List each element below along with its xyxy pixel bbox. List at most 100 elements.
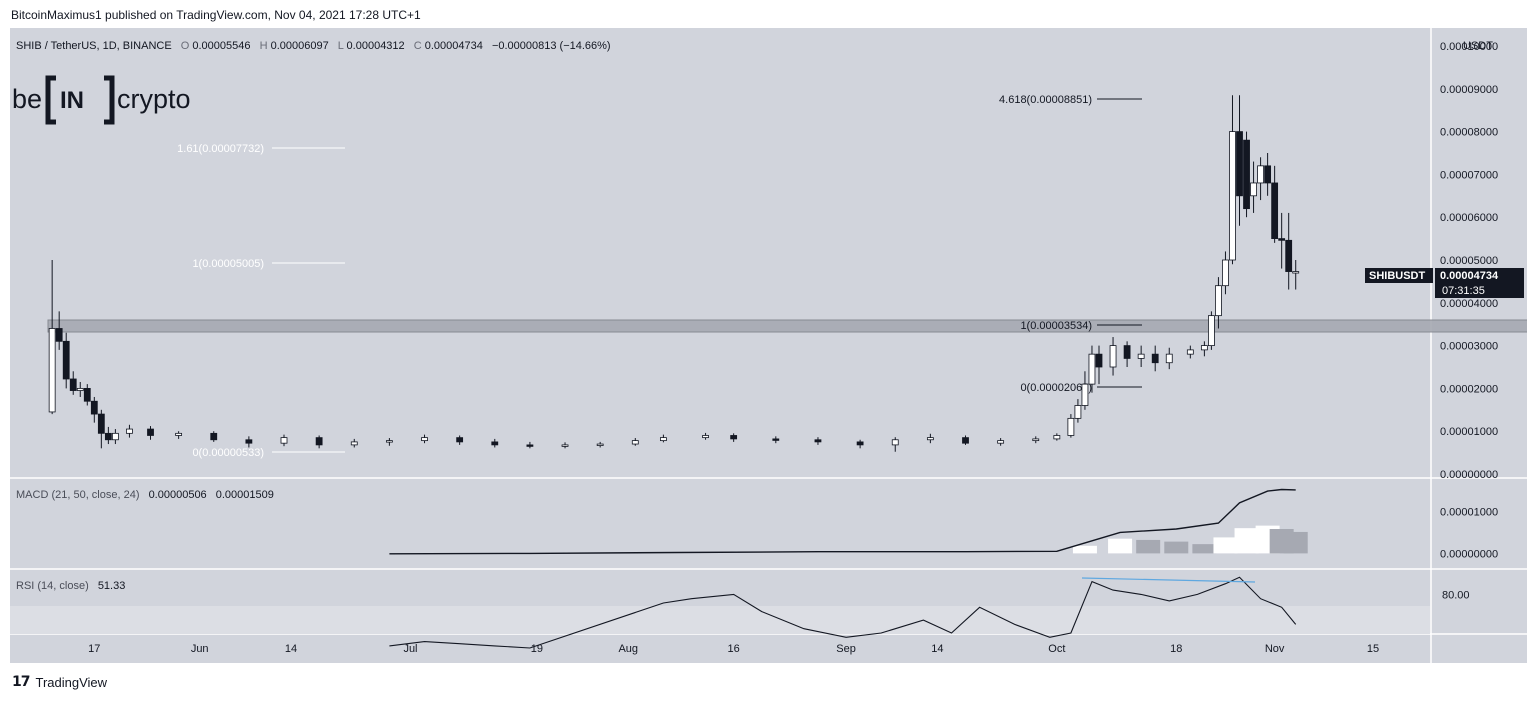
candle-up [280, 437, 288, 444]
time-tick: Sep [836, 643, 856, 655]
resistance-zone [47, 319, 1527, 333]
candle-up [1109, 345, 1117, 368]
macd-histogram [1072, 525, 1308, 554]
macd-value-1: 0.00000506 [149, 489, 207, 501]
candle-up [596, 443, 604, 446]
fib-label-0-oct: 0(0.00002065) [1020, 382, 1092, 394]
candle-down [83, 387, 91, 402]
candle-up [1208, 315, 1215, 347]
candle-up [561, 444, 569, 447]
last-price-countdown: 07:31:35 [1442, 285, 1485, 297]
time-axis[interactable]: 17 Jun 14 Jul 19 Aug 16 Sep 14 Oct 18 Nov 15 [88, 643, 1379, 655]
change-value: −0.00000813 (−14.66%) [492, 40, 611, 52]
svg-text:SHIB / TetherUS, 1D, BINANCE: SHIB / TetherUS, 1D, BINANCE O 0.0000554… [16, 40, 611, 52]
price-tick: 0.00006000 [1440, 212, 1498, 224]
candle-down [1278, 238, 1286, 241]
candle-down [456, 437, 464, 443]
candle-up [1250, 182, 1257, 197]
candle-up [126, 428, 133, 434]
fib-level-1-upper[interactable]: 1(0.00005005) [192, 258, 345, 270]
macd-tick: 0.00001000 [1440, 506, 1498, 518]
macd-tick: 0.00000000 [1440, 548, 1498, 560]
candle-down [491, 441, 499, 446]
high-label: H [260, 40, 268, 52]
chart-canvas[interactable]: 1.61(0.00007732) 1(0.00005005) 0(0.00000… [10, 28, 1527, 663]
candle-down [315, 437, 323, 446]
candle-down [90, 400, 98, 415]
price-tick: 0.00003000 [1440, 341, 1498, 353]
candle-up [1137, 353, 1145, 359]
fib-label-1-oct: 1(0.00003534) [1020, 320, 1092, 332]
fib-level-4618[interactable]: 4.618(0.00008851) [999, 94, 1142, 106]
candle-down [147, 428, 154, 436]
candle-up [385, 440, 393, 443]
candle-up [111, 432, 119, 441]
time-tick: 19 [531, 643, 543, 655]
candle-down [69, 378, 77, 391]
time-tick: Aug [618, 643, 638, 655]
open-value: 0.00005546 [192, 40, 250, 52]
rsi-band [10, 606, 1430, 634]
price-tick: 0.00002000 [1440, 383, 1498, 395]
macd-scale-ticks: 0.00001000 0.00000000 [1440, 506, 1498, 560]
fib-label-4618: 4.618(0.00008851) [999, 94, 1092, 106]
candle-down [1151, 353, 1159, 364]
fib-label-0-lower: 0(0.00000533) [192, 447, 264, 459]
candle-down [97, 413, 105, 434]
time-tick: 17 [88, 643, 100, 655]
macd-line [389, 488, 1296, 555]
symbol-name: SHIB / TetherUS, 1D, BINANCE [16, 40, 172, 52]
candle-up [891, 439, 899, 446]
candle-up [350, 441, 358, 446]
logo-bracket-right [104, 75, 115, 125]
fib-level-0-lower[interactable]: 0(0.00000533) [192, 447, 345, 459]
candle-up [1032, 438, 1040, 442]
price-tick: 0.00005000 [1440, 255, 1498, 267]
candle-up [1088, 353, 1096, 385]
candle-down [1285, 239, 1293, 272]
candle-down [730, 435, 738, 440]
fib-level-161[interactable]: 1.61(0.00007732) [177, 143, 345, 155]
beincrypto-logo: be IN crypto [12, 75, 191, 125]
fib-level-0-oct[interactable]: 0(0.00002065) [1020, 382, 1142, 394]
tradingview-brand[interactable]: 17 TradingView [12, 674, 107, 690]
time-tick: Oct [1048, 643, 1065, 655]
close-label: C [414, 40, 422, 52]
fib-level-1-oct[interactable]: 1(0.00003534) [1020, 320, 1142, 332]
candle-up [175, 432, 183, 436]
candle-up [1053, 435, 1061, 440]
candle-down [814, 439, 822, 443]
tradingview-logo-icon: 17 [12, 674, 31, 690]
macd-histogram-bar [1072, 545, 1097, 554]
macd-histogram-bar [1234, 528, 1259, 554]
candle-up [1257, 165, 1264, 184]
time-tick: 18 [1170, 643, 1182, 655]
candle-up [1292, 271, 1300, 274]
candle-down [856, 441, 864, 446]
high-value: 0.00006097 [271, 40, 329, 52]
price-scale-ticks[interactable]: 0.00010000 0.00009000 0.00008000 0.00007000… [1440, 41, 1498, 481]
logo-text-in: IN [60, 87, 84, 114]
logo-text-crypto: crypto [117, 84, 191, 114]
rsi-legend: RSI (14, close) 51.33 [16, 580, 125, 592]
candle-down [210, 432, 218, 441]
candle-down [1095, 353, 1103, 368]
time-tick: 14 [285, 643, 297, 655]
low-value: 0.00004312 [347, 40, 405, 52]
candle-down [1264, 165, 1272, 184]
price-tick: 0.00007000 [1440, 169, 1498, 181]
candle-up [997, 440, 1005, 444]
price-tick: 0.00000000 [1440, 469, 1498, 481]
symbol-legend[interactable]: SHIB / TetherUS, 1D, BINANCE O 0.0000554… [16, 40, 611, 52]
time-tick: 15 [1367, 643, 1379, 655]
candle-up [1074, 405, 1082, 419]
price-tick: 0.00009000 [1440, 84, 1498, 96]
chart-frame[interactable]: 1.61(0.00007732) 1(0.00005005) 0(0.00000… [10, 28, 1527, 663]
candle-down [962, 437, 969, 444]
close-value: 0.00004734 [425, 40, 483, 52]
candle-up [1215, 285, 1222, 317]
rsi-tick: 80.00 [1442, 589, 1470, 601]
macd-histogram-bar [1164, 541, 1189, 554]
logo-bracket-left [45, 75, 56, 125]
price-scale-unit: USDT [1463, 40, 1493, 52]
